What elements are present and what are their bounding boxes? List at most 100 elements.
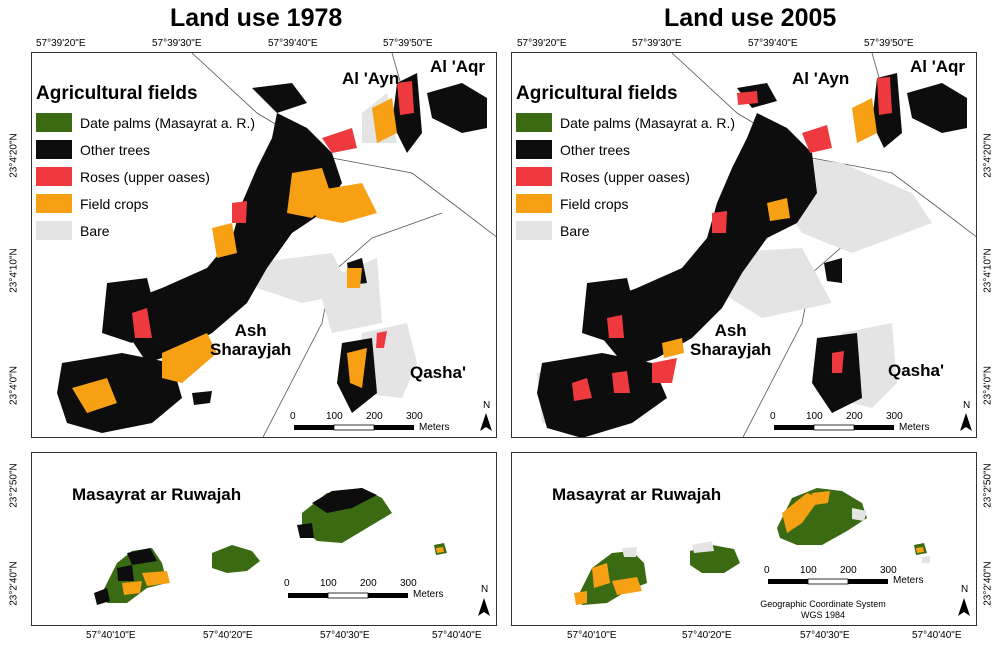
lon-tick-bottom-left-3: 57°40'30"E bbox=[320, 630, 370, 641]
north-label: N bbox=[963, 400, 971, 411]
lon-tick-top-right-4: 57°39'50"E bbox=[864, 38, 914, 49]
scale-tick-label: 100 bbox=[806, 411, 823, 422]
scale-tick-label: 200 bbox=[846, 411, 863, 422]
lon-tick-bottom-left-1: 57°40'10"E bbox=[86, 630, 136, 641]
place-label-line: Ash bbox=[714, 321, 747, 340]
place-label-line: Sharayjah bbox=[210, 340, 292, 359]
legend-label: Bare bbox=[80, 222, 110, 239]
legend-item-date-palms: Date palms (Masayrat a. R.) bbox=[516, 109, 735, 136]
field-crops-area bbox=[302, 183, 377, 223]
boundary-line bbox=[191, 53, 496, 237]
place-label-al-ayn: Al 'Ayn bbox=[792, 69, 850, 88]
legend-swatch bbox=[36, 140, 72, 159]
lon-tick-top-left-1: 57°39'20"E bbox=[36, 38, 86, 49]
field-crops-area bbox=[767, 198, 790, 221]
place-label-qasha: Qasha' bbox=[410, 363, 467, 382]
boundary-line bbox=[671, 53, 976, 237]
place-label-line: Sharayjah bbox=[690, 340, 772, 359]
scale-tick-label: 100 bbox=[320, 578, 337, 589]
roses-area bbox=[802, 125, 832, 153]
other-trees-area bbox=[127, 548, 157, 565]
field-crops-area bbox=[574, 591, 587, 605]
lon-tick-bottom-right-1: 57°40'10"E bbox=[567, 630, 617, 641]
lon-tick-top-right-2: 57°39'30"E bbox=[632, 38, 682, 49]
scale-tick-label: 200 bbox=[840, 565, 857, 576]
crs-note: Geographic Coordinate System WGS 1984 bbox=[748, 599, 898, 621]
lon-tick-bottom-left-4: 57°40'40"E bbox=[432, 630, 482, 641]
legend-item-roses: Roses (upper oases) bbox=[516, 163, 735, 190]
legend-label: Bare bbox=[560, 222, 590, 239]
field-crops-area bbox=[916, 547, 924, 553]
scale-unit: Meters bbox=[419, 422, 450, 433]
bare-area bbox=[922, 556, 930, 563]
map-panel-2005-upper: Agricultural fields Date palms (Masayrat… bbox=[511, 52, 977, 438]
legend-label: Date palms (Masayrat a. R.) bbox=[560, 114, 736, 131]
roses-area bbox=[322, 128, 357, 153]
scale-bar-segment bbox=[813, 424, 855, 431]
legend-label: Roses (upper oases) bbox=[80, 168, 210, 185]
scale-tick-label: 0 bbox=[284, 578, 290, 589]
lat-tick-right-5: 23°2'40"N bbox=[982, 561, 994, 606]
map-1978-upper-svg bbox=[57, 53, 496, 437]
lat-tick-right-1: 23°4'20"N bbox=[982, 133, 994, 178]
other-trees-area bbox=[117, 565, 134, 581]
legend-swatch bbox=[516, 167, 552, 186]
lon-tick-bottom-right-4: 57°40'40"E bbox=[912, 630, 962, 641]
place-label-masayrat: Masayrat ar Ruwajah bbox=[72, 485, 242, 504]
legend-swatch bbox=[516, 113, 552, 132]
scale-bar-segment bbox=[768, 579, 808, 584]
legend-label: Date palms (Masayrat a. R.) bbox=[80, 114, 256, 131]
field-crops-area bbox=[347, 268, 362, 288]
other-trees-area bbox=[192, 391, 212, 405]
field-crops-area bbox=[122, 581, 142, 595]
other-trees-area bbox=[252, 83, 307, 113]
legend-item-field-crops: Field crops bbox=[516, 190, 735, 217]
field-crops-area bbox=[612, 577, 642, 595]
scale-bar-segment bbox=[854, 425, 894, 430]
field-crops-area bbox=[142, 571, 170, 586]
map-title-2005: Land use 2005 bbox=[664, 4, 837, 32]
bare-area bbox=[852, 508, 867, 521]
lat-tick-left-1: 23°4'20"N bbox=[8, 133, 20, 178]
field-crops-area bbox=[212, 223, 237, 258]
scale-bar-segment bbox=[848, 579, 888, 584]
scale-tick-label: 300 bbox=[880, 565, 897, 576]
north-arrow-icon bbox=[958, 598, 970, 616]
field-crops-area bbox=[436, 547, 444, 553]
legend: Agricultural fields Date palms (Masayrat… bbox=[516, 83, 735, 244]
legend-item-roses: Roses (upper oases) bbox=[36, 163, 255, 190]
field-crops-area bbox=[592, 563, 610, 588]
roses-area bbox=[132, 308, 152, 338]
legend-swatch bbox=[516, 194, 552, 213]
other-trees-area bbox=[297, 523, 314, 538]
north-arrow-icon bbox=[480, 413, 492, 431]
date-palms-area bbox=[212, 545, 260, 573]
lon-tick-top-left-4: 57°39'50"E bbox=[383, 38, 433, 49]
legend-label: Other trees bbox=[560, 141, 631, 158]
scale-bar-segment bbox=[807, 578, 849, 585]
scale-bar-segment bbox=[774, 425, 814, 430]
scale-bar-segment bbox=[368, 593, 408, 598]
field-crops-area bbox=[852, 98, 877, 143]
date-palms-area bbox=[577, 551, 647, 605]
bare-area bbox=[692, 541, 714, 553]
other-trees-area bbox=[537, 353, 667, 437]
roses-area bbox=[397, 81, 414, 115]
north-label: N bbox=[961, 584, 969, 595]
field-crops-area bbox=[347, 348, 367, 388]
scale-tick-label: 0 bbox=[290, 411, 296, 422]
other-trees-area bbox=[824, 258, 842, 283]
lon-tick-top-left-2: 57°39'30"E bbox=[152, 38, 202, 49]
scale-unit: Meters bbox=[413, 589, 444, 600]
other-trees-area bbox=[312, 488, 377, 513]
roses-area bbox=[232, 201, 247, 223]
roses-area bbox=[376, 331, 387, 348]
roses-area bbox=[607, 315, 624, 338]
north-label: N bbox=[481, 584, 489, 595]
scale-bar-segment bbox=[294, 425, 334, 430]
scale-bar-segment bbox=[327, 592, 369, 599]
scale-tick-label: 300 bbox=[400, 578, 417, 589]
map-title-1978: Land use 1978 bbox=[170, 4, 343, 32]
lat-tick-left-3: 23°4'0"N bbox=[8, 366, 20, 405]
field-crops-area bbox=[372, 98, 397, 143]
